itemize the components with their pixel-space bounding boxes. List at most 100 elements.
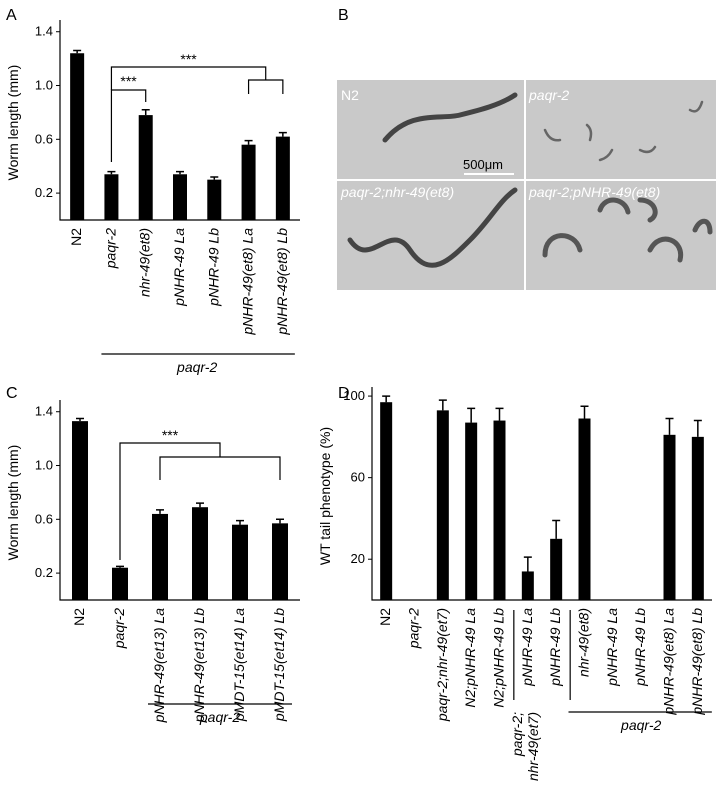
bar — [436, 410, 449, 600]
x-tick-label: pNHR-49(et8) Lb — [689, 608, 705, 716]
x-tick-label: N2 — [377, 608, 393, 626]
bar — [192, 507, 208, 600]
x-tick-label: paqr-2 — [102, 228, 118, 269]
annotation: *** — [120, 73, 137, 89]
error-bar — [141, 108, 150, 116]
x-tick-label: paqr-2 — [111, 608, 127, 649]
bar — [493, 420, 506, 600]
x-tick-label: N2;pNHR-49 Lb — [491, 608, 507, 708]
panel-label: A — [6, 7, 17, 24]
x-tick-label: pNHR-49(et8) La — [661, 608, 677, 716]
error-bar — [693, 419, 702, 437]
bar — [380, 402, 393, 600]
bar — [663, 434, 676, 600]
annotation: *** — [180, 51, 197, 67]
x-tick-label: pNHR-49 La — [604, 608, 620, 687]
error-bar — [467, 407, 476, 423]
y-tick-label: 20 — [351, 551, 365, 566]
error-bar — [244, 139, 253, 145]
annotation: paqr-2 — [176, 359, 217, 375]
bar — [138, 115, 153, 220]
x-tick-label: pNHR-49 La — [519, 608, 535, 687]
panel-label: C — [6, 385, 18, 402]
scale-label: 500μm — [463, 157, 503, 172]
x-tick-label: pNHR-49(et13) La — [151, 608, 167, 724]
error-bar — [107, 170, 116, 175]
x-tick-label: N2 — [68, 228, 84, 246]
error-bar — [438, 399, 447, 411]
x-tick-label: pNHR-49 La — [171, 228, 187, 307]
micrographs: 500μm N2 paqr-2 paqr-2;nhr-49(et8) paqr-… — [337, 80, 716, 290]
bar — [578, 418, 591, 600]
error-bar — [523, 556, 532, 572]
x-tick-label: pMDT-15(et14) La — [231, 608, 247, 722]
error-bar — [73, 49, 82, 54]
error-bar — [278, 131, 287, 137]
bracket — [110, 66, 284, 94]
error-bar — [196, 502, 204, 508]
x-tick-label: nhr-49(et8) — [576, 608, 592, 677]
y-axis-label: Worm length (mm) — [5, 445, 21, 561]
x-tick-label: pNHR-49(et8) La — [240, 228, 256, 336]
bracket — [513, 610, 571, 700]
photo-label: paqr-2 — [528, 87, 569, 103]
photo-label: paqr-2;pNHR-49(et8) — [528, 184, 660, 200]
y-tick-label: 1.4 — [35, 24, 53, 39]
x-tick-label: N2 — [71, 608, 87, 626]
annotation: *** — [162, 427, 179, 443]
y-axis-label: Worm length (mm) — [5, 65, 21, 181]
bar — [241, 144, 256, 220]
y-tick-label: 100 — [343, 388, 365, 403]
error-bar — [116, 565, 124, 568]
error-bar — [552, 519, 561, 539]
x-tick-label: nhr-49(et8) — [137, 228, 153, 297]
bar — [275, 136, 290, 220]
y-tick-label: 1.0 — [35, 78, 53, 93]
bar — [152, 513, 168, 600]
bar — [465, 422, 478, 600]
bar — [72, 421, 88, 600]
photo-label: N2 — [341, 87, 359, 103]
photo-frame — [337, 80, 716, 290]
x-tick-label: paqr-2 — [406, 608, 422, 649]
bar — [521, 571, 534, 600]
error-bar — [76, 417, 84, 422]
y-tick-label: 1.0 — [35, 458, 53, 473]
annotation: paqr-2; — [509, 712, 525, 757]
error-bar — [176, 170, 184, 175]
axis — [59, 400, 300, 601]
bar — [550, 538, 563, 600]
x-tick-label: pNHR-49 Lb — [547, 608, 563, 687]
annotation: paqr-2 — [620, 717, 661, 733]
error-bar — [236, 519, 244, 525]
axis — [371, 387, 712, 601]
x-tick-label: pNHR-49(et13) Lb — [191, 608, 207, 724]
error-bar — [382, 395, 391, 403]
bracket — [119, 442, 281, 560]
x-tick-label: pMDT-15(et14) Lb — [271, 608, 287, 722]
y-tick-label: 0.2 — [35, 185, 53, 200]
y-tick-label: 1.4 — [35, 404, 53, 419]
bar — [272, 523, 288, 600]
x-tick-label: pNHR-49 Lb — [205, 228, 221, 307]
annotation: paqr-2 — [199, 709, 240, 725]
panel-label: D — [338, 385, 350, 402]
bar — [207, 179, 222, 220]
x-tick-label: pNHR-49(et8) Lb — [274, 228, 290, 336]
error-bar — [580, 405, 589, 419]
annotation: nhr-49(et7) — [525, 712, 541, 781]
error-bar — [156, 509, 164, 514]
error-bar — [495, 407, 504, 421]
x-tick-label: pNHR-49 Lb — [632, 608, 648, 687]
y-axis-label: WT tail phenotype (%) — [317, 427, 333, 565]
y-tick-label: 0.6 — [35, 511, 53, 526]
error-bar — [210, 176, 219, 180]
bar — [173, 174, 187, 220]
bar — [70, 53, 85, 220]
bar — [691, 436, 704, 600]
x-tick-label: paqr-2;nhr-49(et7) — [434, 608, 450, 722]
y-tick-label: 60 — [351, 470, 365, 485]
worms — [347, 92, 713, 268]
error-bar — [276, 518, 284, 524]
